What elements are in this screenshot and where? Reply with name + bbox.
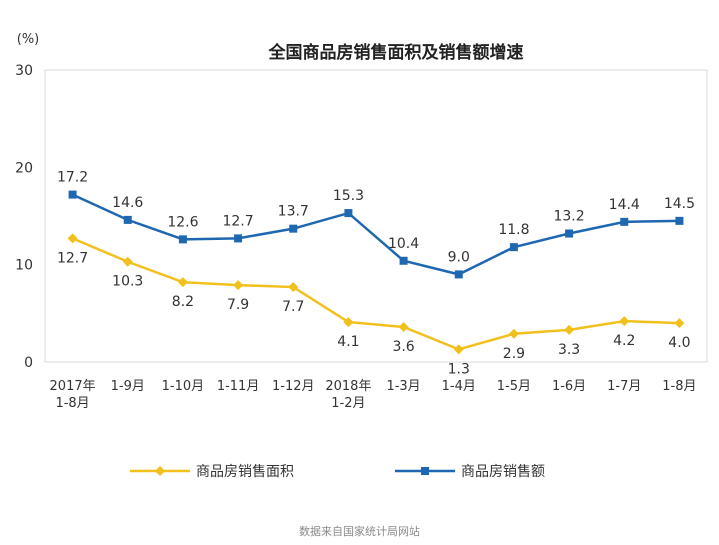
- y-tick-label: 20: [15, 160, 33, 176]
- data-label: 10.3: [112, 274, 143, 290]
- y-tick-label: 0: [24, 355, 33, 371]
- data-point: [344, 209, 353, 218]
- x-tick-label: 1-11月: [217, 379, 260, 394]
- data-label: 12.6: [167, 214, 198, 230]
- data-label: 7.9: [227, 297, 249, 313]
- data-label: 3.6: [392, 339, 414, 355]
- data-point: [289, 224, 298, 233]
- data-label: 14.5: [664, 196, 695, 212]
- data-label: 8.2: [172, 294, 194, 310]
- x-tick-label: 1-7月: [607, 379, 641, 394]
- data-point: [123, 215, 132, 224]
- data-point: [508, 328, 519, 339]
- data-label: 14.6: [112, 195, 143, 211]
- data-point: [619, 316, 630, 327]
- legend-marker: [155, 466, 165, 476]
- x-tick-label: 1-3月: [386, 379, 420, 394]
- legend-marker: [421, 467, 429, 475]
- source-note: 数据来自国家统计局网站: [299, 525, 420, 538]
- data-point: [234, 234, 243, 243]
- data-point: [233, 280, 244, 291]
- data-point: [453, 344, 464, 355]
- data-label: 15.3: [333, 188, 364, 204]
- data-point: [67, 233, 78, 244]
- data-label: 4.0: [668, 335, 690, 351]
- x-tick-label: 1-12月: [272, 379, 315, 394]
- x-tick-label: 1-6月: [552, 379, 586, 394]
- y-tick-label: 10: [15, 258, 33, 274]
- data-point: [454, 270, 463, 279]
- x-tick-label: 1-9月: [111, 379, 145, 394]
- data-label: 13.2: [553, 209, 584, 225]
- data-point: [565, 229, 574, 238]
- data-point: [509, 243, 518, 252]
- x-tick-label: 1-2月: [331, 396, 365, 411]
- data-label: 10.4: [388, 236, 419, 252]
- data-label: 3.3: [558, 342, 580, 358]
- x-tick-label: 1-8月: [55, 396, 89, 411]
- data-point: [399, 256, 408, 265]
- series-line-1: [72, 193, 680, 276]
- data-label: 4.1: [337, 334, 359, 350]
- y-tick-label: 30: [15, 63, 33, 79]
- data-label: 7.7: [282, 299, 304, 315]
- data-label: 2.9: [503, 346, 525, 362]
- data-label: 12.7: [57, 250, 88, 266]
- data-point: [620, 217, 629, 226]
- data-point: [343, 317, 354, 328]
- series-line-0: [72, 237, 680, 351]
- x-tick-label: 1-8月: [662, 379, 696, 394]
- data-label: 4.2: [613, 333, 635, 349]
- data-point: [675, 216, 684, 225]
- data-point: [288, 282, 299, 293]
- data-label: 1.3: [448, 361, 470, 377]
- legend-label: 商品房销售面积: [196, 464, 294, 480]
- x-tick-label: 1-4月: [442, 379, 476, 394]
- x-tick-label: 1-10月: [162, 379, 205, 394]
- data-label: 14.4: [609, 197, 640, 213]
- data-point: [564, 324, 575, 335]
- chart-title: 全国商品房销售面积及销售额增速: [268, 42, 524, 63]
- legend-label: 商品房销售额: [461, 464, 545, 480]
- data-label: 9.0: [448, 249, 470, 265]
- x-tick-label: 1-5月: [497, 379, 531, 394]
- x-tick-label: 2018年: [325, 379, 371, 394]
- data-point: [177, 277, 188, 288]
- data-point: [398, 321, 409, 332]
- data-label: 13.7: [278, 204, 309, 220]
- y-axis-unit: (%): [17, 32, 40, 47]
- data-label: 17.2: [57, 170, 88, 186]
- x-tick-label: 2017年: [50, 379, 96, 394]
- data-point: [674, 318, 685, 329]
- data-point: [178, 235, 187, 244]
- data-point: [122, 256, 133, 267]
- plot-area-frame: [44, 69, 708, 363]
- data-label: 11.8: [498, 222, 529, 238]
- data-label: 12.7: [222, 213, 253, 229]
- data-point: [68, 190, 77, 199]
